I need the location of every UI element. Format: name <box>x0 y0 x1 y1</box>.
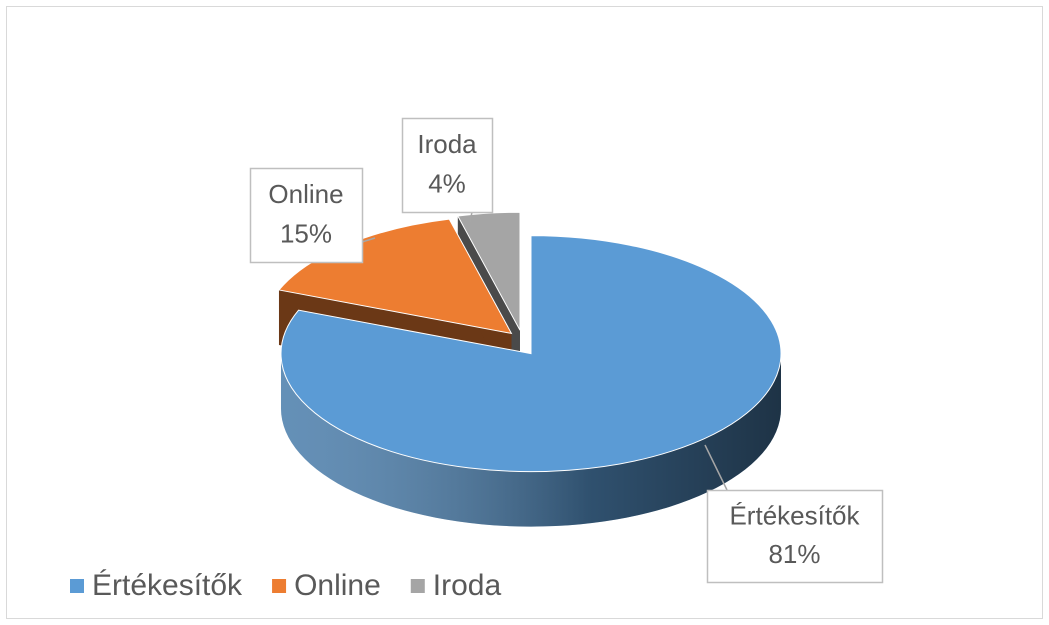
legend-label: Online <box>294 569 381 602</box>
legend-label: Értékesítők <box>92 569 243 602</box>
data-label-category: Online <box>268 179 343 209</box>
slice <box>280 235 782 473</box>
legend-label: Iroda <box>433 569 502 602</box>
label-box <box>706 489 884 584</box>
data-label-category: Iroda <box>417 129 477 159</box>
slice <box>457 211 521 331</box>
label-box <box>401 117 494 214</box>
legend-swatch <box>410 579 425 593</box>
data-label-category: Értékesítők <box>729 500 860 530</box>
legend-swatch <box>272 579 287 593</box>
legend-swatch <box>70 579 84 593</box>
leader-line <box>704 444 728 491</box>
slice-side-shade <box>280 353 781 527</box>
data-label-value: 15% <box>280 219 332 249</box>
chart-frame <box>6 6 1043 619</box>
label-box <box>249 167 364 264</box>
data-label-value: 4% <box>428 169 466 199</box>
leader-line <box>469 211 473 223</box>
leader-line <box>361 237 376 243</box>
data-label-value: 81% <box>768 539 820 569</box>
